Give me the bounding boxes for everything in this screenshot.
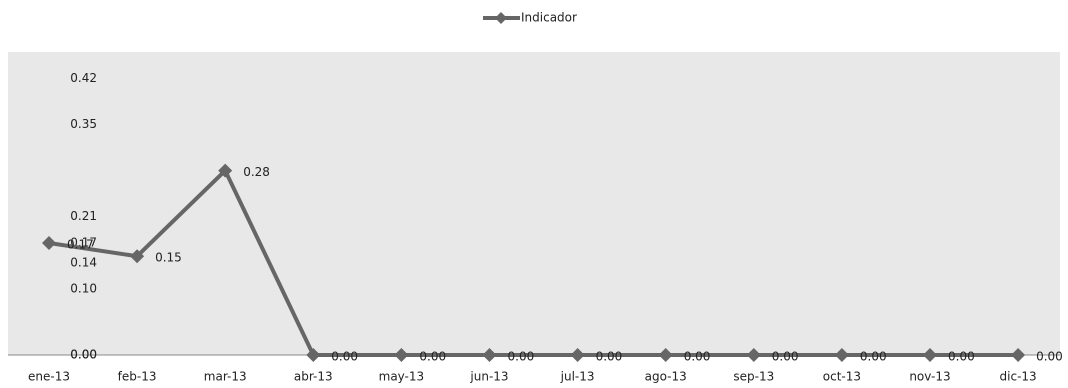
point-marker <box>394 348 409 362</box>
x-tick-label: abr-13 <box>294 370 333 384</box>
point-marker <box>482 348 497 362</box>
data-label: 0.00 <box>684 350 711 364</box>
y-tick-label: 0.10 <box>70 282 97 296</box>
data-label: 0.00 <box>1036 350 1063 364</box>
point-marker <box>42 236 56 251</box>
y-tick-label: 0.35 <box>70 117 97 131</box>
x-tick-label: dic-13 <box>1000 370 1037 384</box>
data-label: 0.15 <box>155 251 182 265</box>
data-label: 0.00 <box>419 350 446 364</box>
data-label: 0.00 <box>596 350 623 364</box>
point-marker <box>218 163 233 178</box>
point-marker <box>306 348 321 362</box>
x-tick-label: jun-13 <box>469 370 508 384</box>
point-marker <box>570 348 585 362</box>
data-label: 0.00 <box>772 350 799 364</box>
x-tick-label: nov-13 <box>909 370 950 384</box>
point-marker <box>1011 348 1026 362</box>
x-tick-label: ene-13 <box>28 370 70 384</box>
x-tick-label: oct-13 <box>823 370 861 384</box>
x-tick-label: jul-13 <box>560 370 595 384</box>
y-tick-label: 0.21 <box>70 209 97 223</box>
x-tick-label: ago-13 <box>645 370 687 384</box>
data-label: 0.17 <box>67 238 94 252</box>
point-marker <box>923 348 937 362</box>
x-tick-label: may-13 <box>379 370 425 384</box>
data-label: 0.28 <box>243 165 270 179</box>
data-label: 0.00 <box>331 350 358 364</box>
y-tick-label: 0.14 <box>70 255 97 269</box>
plot-area <box>8 52 1060 355</box>
x-tick-label: sep-13 <box>733 370 774 384</box>
point-marker <box>658 348 673 362</box>
y-tick-label: 0.42 <box>70 71 97 85</box>
point-marker <box>746 348 761 362</box>
legend-marker <box>495 12 507 24</box>
series-line <box>48 168 1019 357</box>
y-tick-label: 0.00 <box>70 348 97 362</box>
y-tick-label: 0.00 <box>70 348 97 362</box>
point-marker <box>130 249 145 264</box>
data-label: 0.00 <box>860 350 887 364</box>
data-label: 0.00 <box>508 350 535 364</box>
legend-label: Indicador <box>521 11 577 25</box>
x-tick-label: feb-13 <box>118 370 157 384</box>
point-marker <box>834 348 849 362</box>
x-tick-label: mar-13 <box>204 370 247 384</box>
data-label: 0.00 <box>948 350 975 364</box>
